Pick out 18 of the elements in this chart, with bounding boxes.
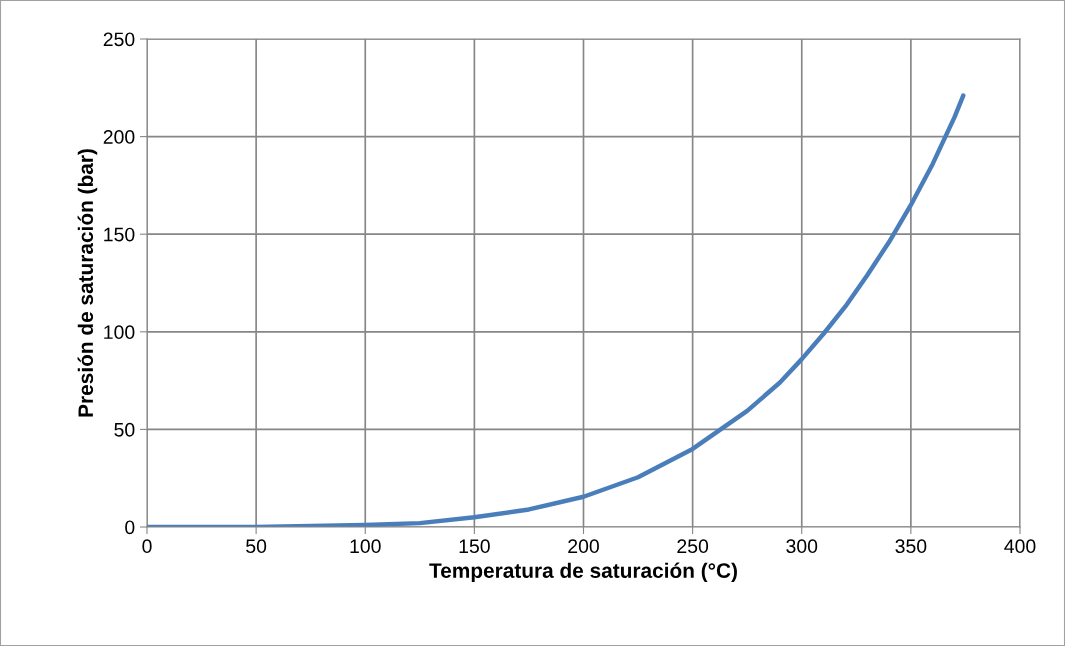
line-series [147,93,966,527]
y-axis-title: Presión de saturación (bar) [77,149,98,417]
y-tick-label: 50 [114,422,135,437]
x-axis-title: Temperatura de saturación (°C) [429,562,737,583]
x-tick-label: 0 [142,539,152,554]
y-tick-label: 150 [104,227,135,242]
x-tick-label: 50 [246,539,267,554]
y-tick-label: 250 [103,32,135,47]
y-tick-label: 200 [103,130,135,144]
x-tick-label: 250 [677,539,709,554]
x-tick-label: 100 [350,539,381,554]
x-tick-label: 300 [786,539,818,554]
x-tick-label: 350 [895,539,927,554]
x-tick-label: 200 [568,539,599,554]
x-tick-label: 150 [459,539,490,554]
x-tick-label: 400 [1004,539,1036,554]
y-tick-label: 0 [125,520,135,535]
y-tick-label: 100 [104,325,135,340]
